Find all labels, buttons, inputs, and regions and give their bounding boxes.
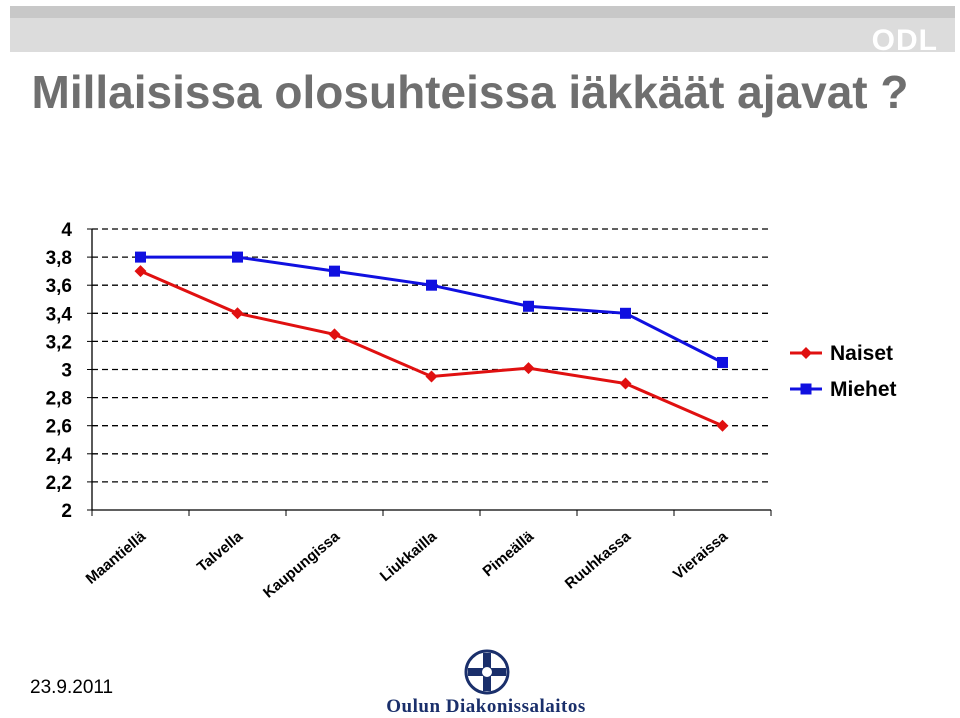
data-point xyxy=(717,356,728,368)
y-tick-label: 2,8 xyxy=(46,389,72,410)
category-label: Talvella xyxy=(194,528,247,576)
y-tick-label: 2,4 xyxy=(46,445,73,466)
data-point xyxy=(329,265,340,277)
category-label: Pimeällä xyxy=(480,528,538,581)
legend-item-miehet: Miehet xyxy=(790,378,897,401)
cross-emblem-icon xyxy=(464,649,510,695)
series-miehet xyxy=(135,251,728,368)
organization-name: Oulun Diakonissalaitos xyxy=(386,696,586,717)
odl-logo: ODL xyxy=(871,24,938,57)
y-tick-label: 2 xyxy=(61,501,72,522)
y-tick-label: 3,2 xyxy=(46,332,72,353)
y-axis-ticks: 2 2,2 2,4 2,6 2,8 3 3,2 3,4 3,6 3,8 4 xyxy=(46,220,73,522)
category-label: Vieraissa xyxy=(670,528,732,584)
data-point xyxy=(231,307,244,320)
y-tick-label: 3 xyxy=(61,361,72,382)
x-axis-categories: Maantiellä Talvella Kaupungissa Liukkailla P… xyxy=(83,528,732,602)
category-label: Maantiellä xyxy=(83,528,150,588)
data-point xyxy=(800,383,812,395)
slide-title: Millaisissa olosuhteissa iäkkäät ajavat … xyxy=(31,66,909,118)
header-bar xyxy=(10,6,955,52)
data-point xyxy=(620,307,631,319)
y-tick-label: 4 xyxy=(61,220,72,241)
line-chart: 2 2,2 2,4 2,6 2,8 3 3,2 3,4 3,6 3,8 4 Maantiellä Ta… xyxy=(46,220,897,602)
legend-label: Naiset xyxy=(830,342,893,365)
axes xyxy=(87,228,772,516)
y-tick-label: 3,4 xyxy=(46,304,73,325)
y-tick-label: 2,2 xyxy=(46,473,72,494)
legend-item-naiset: Naiset xyxy=(790,342,893,365)
legend: Naiset Miehet xyxy=(790,342,897,401)
data-point xyxy=(135,251,146,263)
grid-lines xyxy=(92,228,771,483)
data-point xyxy=(716,419,729,432)
data-point xyxy=(425,370,438,383)
y-tick-label: 2,6 xyxy=(46,417,72,438)
data-point xyxy=(800,347,812,359)
data-point xyxy=(134,265,147,278)
category-label: Kaupungissa xyxy=(260,528,344,602)
data-point xyxy=(232,251,243,263)
y-tick-label: 3,6 xyxy=(46,276,72,297)
series-naiset xyxy=(134,265,729,432)
legend-label: Miehet xyxy=(830,378,897,401)
data-point xyxy=(328,328,341,341)
series-line xyxy=(139,269,724,428)
organization-logo: Oulun Diakonissalaitos xyxy=(350,645,622,717)
series xyxy=(134,251,729,432)
y-tick-label: 3,8 xyxy=(46,248,72,269)
category-label: Ruuhkassa xyxy=(562,528,635,593)
data-point xyxy=(426,279,437,291)
data-point xyxy=(619,377,632,390)
data-point xyxy=(522,362,535,375)
data-point xyxy=(523,300,534,312)
date-label: 23.9.2011 xyxy=(30,677,114,698)
category-label: Liukkailla xyxy=(377,528,441,585)
